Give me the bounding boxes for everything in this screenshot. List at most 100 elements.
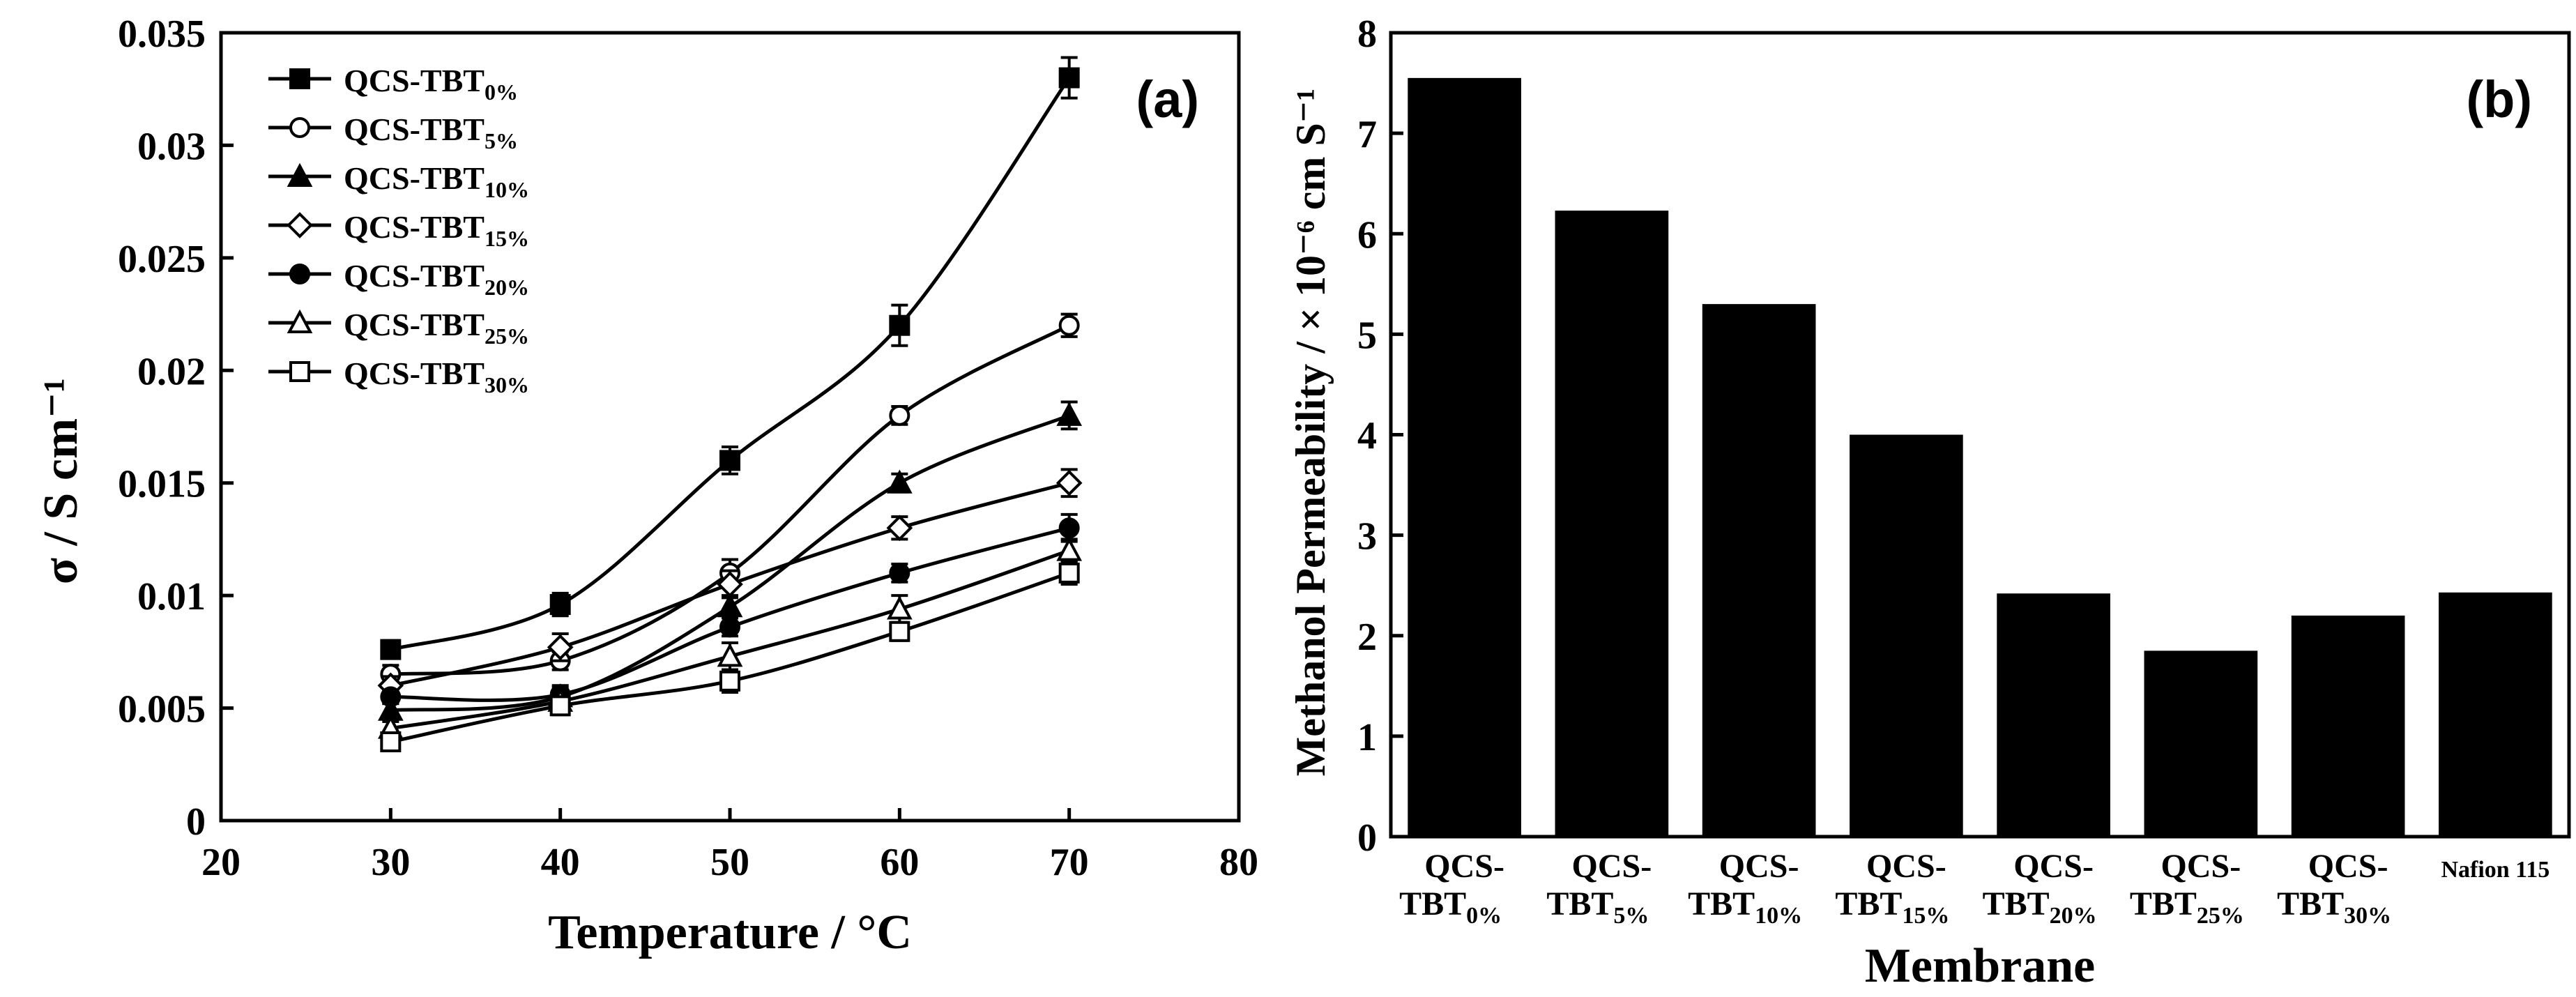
legend-item: QCS-TBT5% <box>268 112 518 153</box>
panel-b-x-tick-labels: QCS-TBT0%QCS-TBT5%QCS-TBT10%QCS-TBT15%QC… <box>1399 848 2550 929</box>
legend-label: QCS-TBT5% <box>344 112 518 153</box>
panel-b-y-tick-label: 2 <box>1357 616 1377 659</box>
panel-b-y-tick-label: 1 <box>1357 716 1377 759</box>
data-point <box>717 593 743 618</box>
data-point <box>719 450 740 471</box>
bar-3 <box>1850 434 1963 837</box>
x-tick-label-line2: TBT15% <box>1835 885 1949 929</box>
x-tick-label-line1: QCS- <box>2308 848 2388 885</box>
x-tick-label-line2: TBT0% <box>1399 885 1502 929</box>
x-tick-label-line2: TBT30% <box>2277 885 2391 929</box>
legend-label: QCS-TBT15% <box>344 209 529 251</box>
panel-b-y-tick-label: 8 <box>1357 13 1377 56</box>
x-tick-label-line1: QCS- <box>1866 848 1946 885</box>
data-point <box>1058 517 1080 539</box>
legend-marker <box>289 68 310 89</box>
panel-a-y-ticks: 0 0.005 0.01 0.015 0.02 0.025 0.03 0.035 <box>118 13 234 844</box>
data-point <box>1058 67 1080 89</box>
legend-item: QCS-TBT25% <box>268 307 529 349</box>
panel-a-y-tick-label: 0 <box>186 800 206 844</box>
data-point <box>719 616 740 638</box>
x-tick-label-line2: TBT25% <box>2130 885 2244 929</box>
panel-a-y-axis-label: σ / S cm⁻¹ <box>34 378 88 584</box>
panel-b-y-axis-label: Methanol Permeability / × 10⁻⁶ cm S⁻¹ <box>1288 89 1334 777</box>
panel-b-y-tick-label: 3 <box>1357 515 1377 558</box>
data-point <box>719 670 740 692</box>
legend-label: QCS-TBT20% <box>344 258 529 300</box>
data-point <box>1056 537 1083 561</box>
bar-1 <box>1555 211 1669 837</box>
data-point <box>886 515 913 542</box>
x-tick-label: Nafion 115 <box>2441 857 2550 883</box>
panel-a-x-tick-label: 60 <box>880 841 919 884</box>
bar-2 <box>1702 304 1816 837</box>
panel-a-x-tick-label: 70 <box>1050 841 1089 884</box>
x-tick-label-line1: QCS- <box>2013 848 2094 885</box>
panel-b-x-axis-label: Membrane <box>1865 939 2095 993</box>
legend-label: QCS-TBT30% <box>344 356 529 397</box>
panel-a-y-tick-label: 0.03 <box>137 125 206 168</box>
panel-b-bars <box>1408 77 2552 837</box>
panel-a-line-chart: 0 0.005 0.01 0.015 0.02 0.025 0.03 0.035 20 30 40… <box>34 13 1258 959</box>
series-qcs-tbt-30pct <box>380 560 1080 752</box>
x-tick-label-line2: TBT5% <box>1546 885 1649 929</box>
series-qcs-tbt-10pct <box>377 400 1083 721</box>
data-point <box>547 634 574 661</box>
data-point <box>1058 314 1080 336</box>
data-point <box>886 469 913 494</box>
legend-marker <box>289 264 310 284</box>
panel-a-x-tick-label: 20 <box>201 841 241 884</box>
panel-b-y-ticks: 0 1 2 3 4 5 6 7 8 <box>1357 13 1403 860</box>
x-tick-label-line1: QCS- <box>2161 848 2241 885</box>
panel-a-y-tick-label: 0.02 <box>137 350 206 393</box>
panel-a-series <box>377 56 1083 752</box>
data-point <box>380 686 402 708</box>
x-tick-label-line1: QCS- <box>1572 848 1652 885</box>
panel-a-y-tick-label: 0.025 <box>118 238 206 281</box>
legend-item: QCS-TBT30% <box>268 356 529 397</box>
panel-b-y-tick-label: 6 <box>1357 213 1377 257</box>
legend-item: QCS-TBT10% <box>268 160 529 202</box>
legend-item: QCS-TBT20% <box>268 258 529 300</box>
panel-a-x-tick-label: 30 <box>371 841 410 884</box>
series-qcs-tbt-20pct <box>380 512 1080 708</box>
panel-b-y-tick-label: 4 <box>1357 415 1377 458</box>
legend-marker <box>287 212 313 238</box>
legend-marker <box>287 162 313 187</box>
data-point <box>889 314 910 336</box>
data-point <box>1058 562 1080 584</box>
panel-b-y-tick-label: 5 <box>1357 314 1377 357</box>
data-point <box>549 594 571 616</box>
panel-a-y-tick-label: 0.005 <box>118 688 206 731</box>
data-point <box>717 643 743 667</box>
legend-label: QCS-TBT10% <box>344 160 529 202</box>
x-tick-label-line1: QCS- <box>1424 848 1504 885</box>
data-point <box>886 595 913 620</box>
legend-item: QCS-TBT15% <box>268 209 529 251</box>
bar-7 <box>2439 592 2552 837</box>
plot-a-frame <box>219 31 1241 823</box>
panel-a-y-tick-label: 0.035 <box>118 13 206 56</box>
panel-a-y-tick-label: 0.01 <box>137 575 206 618</box>
data-point <box>380 731 402 752</box>
panel-a-label: (a) <box>1136 70 1199 128</box>
legend-label: QCS-TBT25% <box>344 307 529 349</box>
x-tick-label-line1: QCS- <box>1719 848 1799 885</box>
bar-5 <box>2144 650 2258 837</box>
data-point <box>889 404 910 426</box>
panel-a-x-tick-label: 50 <box>710 841 749 884</box>
legend-marker <box>287 309 313 333</box>
legend-marker <box>289 117 310 138</box>
data-point <box>889 562 910 584</box>
panel-a-y-tick-label: 0.015 <box>118 463 206 506</box>
panel-a-x-tick-label: 40 <box>541 841 580 884</box>
panel-b-y-tick-label: 7 <box>1357 113 1377 156</box>
x-tick-label-line2: TBT10% <box>1688 885 1802 929</box>
data-point <box>1055 469 1083 496</box>
data-point <box>717 571 743 598</box>
legend-label: QCS-TBT0% <box>344 63 518 105</box>
panel-b-y-tick-label: 0 <box>1357 816 1377 860</box>
bar-4 <box>1997 593 2110 837</box>
